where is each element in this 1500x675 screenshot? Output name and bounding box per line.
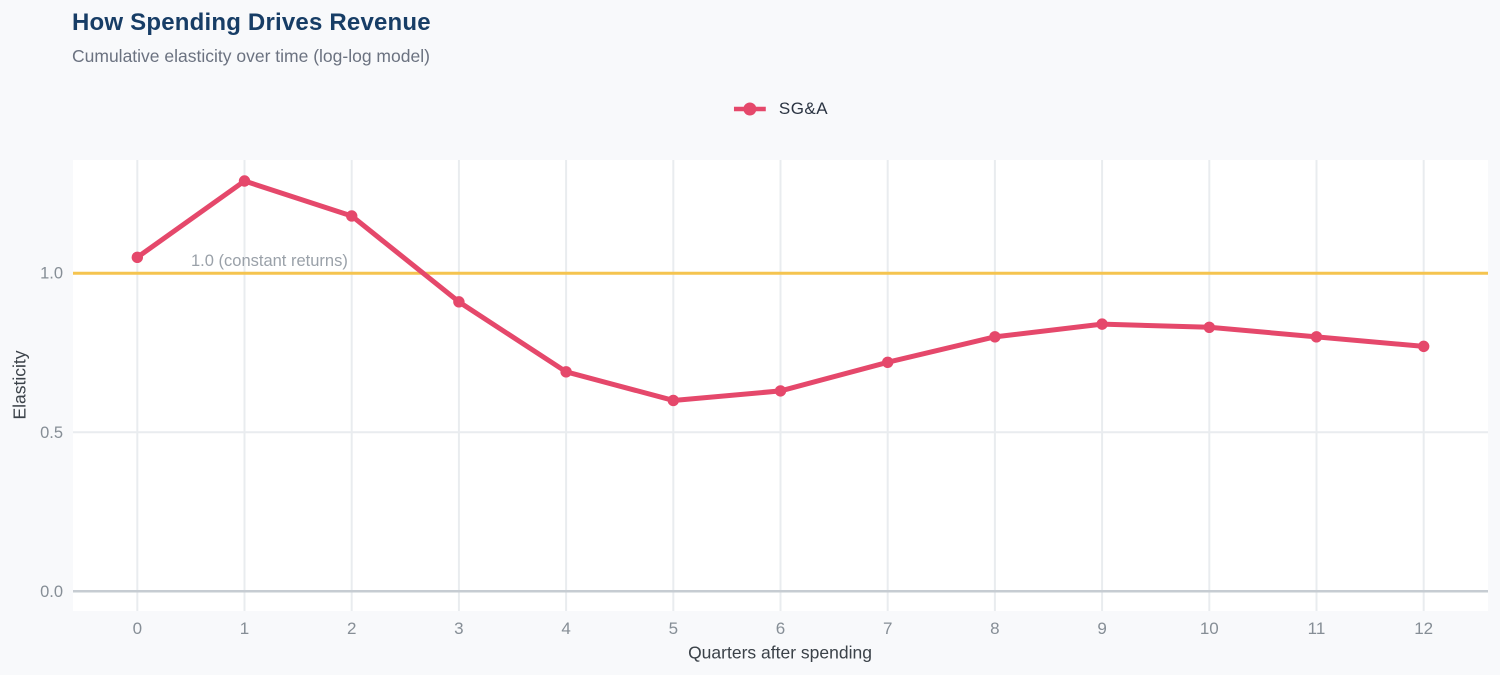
x-tick-label: 4 <box>561 619 570 638</box>
page-subtitle: Cumulative elasticity over time (log-log… <box>72 46 430 66</box>
data-point-marker[interactable] <box>1203 321 1215 333</box>
page-title: How Spending Drives Revenue <box>72 9 431 36</box>
y-tick-label: 0.5 <box>40 424 63 442</box>
y-tick-label: 1.0 <box>40 265 63 283</box>
y-tick-label: 0.0 <box>40 583 63 601</box>
data-point-marker[interactable] <box>1096 318 1108 330</box>
data-point-marker[interactable] <box>774 385 787 397</box>
reference-line-label: 1.0 (constant returns) <box>191 252 348 270</box>
x-tick-label: 3 <box>454 619 463 638</box>
x-tick-label: 10 <box>1200 619 1219 638</box>
x-tick-label: 7 <box>883 619 892 638</box>
data-point-marker[interactable] <box>131 251 144 264</box>
data-point-marker[interactable] <box>667 394 680 407</box>
x-tick-label: 8 <box>990 619 999 638</box>
data-point-marker[interactable] <box>1310 331 1323 343</box>
data-point-marker[interactable] <box>881 356 894 368</box>
x-tick-label: 1 <box>240 619 249 638</box>
x-tick-label: 12 <box>1414 619 1433 638</box>
x-axis-title: Quarters after spending <box>688 642 872 663</box>
legend-label: SG&A <box>778 99 829 118</box>
data-point-marker[interactable] <box>1417 340 1430 353</box>
y-axis-title: Elasticity <box>9 350 30 420</box>
data-point-marker[interactable] <box>453 296 465 308</box>
data-point-marker[interactable] <box>989 331 1001 343</box>
legend-line-marker-icon <box>733 102 766 116</box>
x-tick-label: 2 <box>347 619 356 638</box>
x-tick-label: 6 <box>776 619 785 638</box>
data-point-marker[interactable] <box>560 366 572 378</box>
x-tick-label: 9 <box>1097 619 1106 638</box>
data-point-marker[interactable] <box>238 175 251 187</box>
x-tick-label: 0 <box>133 619 142 638</box>
x-tick-label: 5 <box>669 619 678 638</box>
legend-item-sga[interactable]: SG&A <box>733 99 829 119</box>
data-point-marker[interactable] <box>346 210 358 222</box>
x-tick-label: 11 <box>1308 619 1326 638</box>
